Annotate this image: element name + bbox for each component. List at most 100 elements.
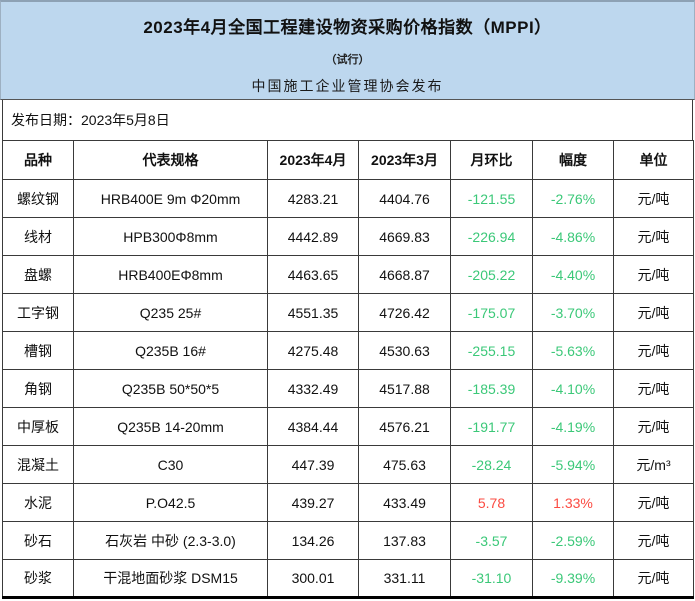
cell-apr-value: 300.01 — [267, 559, 359, 598]
report-header: 2023年4月全国工程建设物资采购价格指数（MPPI） （试行） 中国施工企业管… — [0, 0, 695, 100]
cell-spec: P.O42.5 — [73, 483, 268, 522]
table-row: 水泥 P.O42.5 439.27 433.49 5.78 1.33% 元/吨 — [2, 483, 694, 522]
table-row: 砂石 石灰岩 中砂 (2.3-3.0) 134.26 137.83 -3.57 … — [2, 521, 694, 560]
cell-variety: 混凝土 — [2, 445, 74, 484]
cell-variety: 水泥 — [2, 483, 74, 522]
col-header-unit: 单位 — [613, 140, 694, 180]
cell-variety: 槽钢 — [2, 331, 74, 370]
col-header-pct: 幅度 — [532, 140, 614, 180]
cell-mom-change: -175.07 — [450, 293, 533, 332]
cell-spec: Q235B 14-20mm — [73, 407, 268, 446]
cell-unit: 元/吨 — [613, 559, 694, 598]
cell-unit: 元/吨 — [613, 521, 694, 560]
cell-mar-value: 4669.83 — [358, 217, 451, 256]
publish-date: 发布日期：2023年5月8日 — [2, 100, 693, 140]
table-body: 螺纹钢 HRB400E 9m Φ20mm 4283.21 4404.76 -12… — [2, 179, 694, 598]
cell-spec: HRB400E 9m Φ20mm — [73, 179, 268, 218]
cell-unit: 元/吨 — [613, 217, 694, 256]
col-header-mom: 月环比 — [450, 140, 533, 180]
cell-apr-value: 4463.65 — [267, 255, 359, 294]
cell-mar-value: 475.63 — [358, 445, 451, 484]
cell-pct-change: -2.59% — [532, 521, 614, 560]
cell-mom-change: -28.24 — [450, 445, 533, 484]
cell-spec: Q235B 50*50*5 — [73, 369, 268, 408]
cell-variety: 盘螺 — [2, 255, 74, 294]
table-row: 螺纹钢 HRB400E 9m Φ20mm 4283.21 4404.76 -12… — [2, 179, 694, 218]
cell-mom-change: -205.22 — [450, 255, 533, 294]
page-title: 2023年4月全国工程建设物资采购价格指数（MPPI） — [143, 18, 552, 37]
cell-spec: HPB300Φ8mm — [73, 217, 268, 256]
cell-mom-change: -185.39 — [450, 369, 533, 408]
cell-apr-value: 4442.89 — [267, 217, 359, 256]
cell-variety: 砂浆 — [2, 559, 74, 598]
table-row: 角钢 Q235B 50*50*5 4332.49 4517.88 -185.39… — [2, 369, 694, 408]
cell-mar-value: 433.49 — [358, 483, 451, 522]
cell-variety: 砂石 — [2, 521, 74, 560]
cell-unit: 元/吨 — [613, 483, 694, 522]
cell-pct-change: -2.76% — [532, 179, 614, 218]
cell-mar-value: 4517.88 — [358, 369, 451, 408]
cell-mar-value: 331.11 — [358, 559, 451, 598]
cell-pct-change: -4.10% — [532, 369, 614, 408]
col-header-mar: 2023年3月 — [358, 140, 451, 180]
cell-pct-change: 1.33% — [532, 483, 614, 522]
col-header-spec: 代表规格 — [73, 140, 268, 180]
cell-pct-change: -5.63% — [532, 331, 614, 370]
cell-mar-value: 4726.42 — [358, 293, 451, 332]
cell-mom-change: -255.15 — [450, 331, 533, 370]
table-header-row: 品种 代表规格 2023年4月 2023年3月 月环比 幅度 单位 — [2, 140, 694, 180]
cell-pct-change: -9.39% — [532, 559, 614, 598]
cell-spec: HRB400EΦ8mm — [73, 255, 268, 294]
cell-pct-change: -4.86% — [532, 217, 614, 256]
cell-mom-change: -31.10 — [450, 559, 533, 598]
cell-pct-change: -4.19% — [532, 407, 614, 446]
cell-spec: C30 — [73, 445, 268, 484]
cell-unit: 元/吨 — [613, 293, 694, 332]
table-row: 砂浆 干混地面砂浆 DSM15 300.01 331.11 -31.10 -9.… — [2, 559, 694, 598]
table-row: 线材 HPB300Φ8mm 4442.89 4669.83 -226.94 -4… — [2, 217, 694, 256]
cell-spec: 干混地面砂浆 DSM15 — [73, 559, 268, 598]
cell-mar-value: 137.83 — [358, 521, 451, 560]
cell-unit: 元/m³ — [613, 445, 694, 484]
cell-spec: 石灰岩 中砂 (2.3-3.0) — [73, 521, 268, 560]
cell-mar-value: 4668.87 — [358, 255, 451, 294]
cell-apr-value: 439.27 — [267, 483, 359, 522]
table-row: 中厚板 Q235B 14-20mm 4384.44 4576.21 -191.7… — [2, 407, 694, 446]
cell-apr-value: 4332.49 — [267, 369, 359, 408]
table-row: 槽钢 Q235B 16# 4275.48 4530.63 -255.15 -5.… — [2, 331, 694, 370]
cell-spec: Q235 25# — [73, 293, 268, 332]
cell-variety: 线材 — [2, 217, 74, 256]
cell-apr-value: 4384.44 — [267, 407, 359, 446]
cell-apr-value: 447.39 — [267, 445, 359, 484]
cell-apr-value: 4275.48 — [267, 331, 359, 370]
cell-mar-value: 4576.21 — [358, 407, 451, 446]
cell-apr-value: 4551.35 — [267, 293, 359, 332]
cell-apr-value: 134.26 — [267, 521, 359, 560]
table-row: 盘螺 HRB400EΦ8mm 4463.65 4668.87 -205.22 -… — [2, 255, 694, 294]
cell-apr-value: 4283.21 — [267, 179, 359, 218]
col-header-variety: 品种 — [2, 140, 74, 180]
cell-variety: 中厚板 — [2, 407, 74, 446]
cell-mom-change: -191.77 — [450, 407, 533, 446]
cell-unit: 元/吨 — [613, 255, 694, 294]
cell-variety: 角钢 — [2, 369, 74, 408]
cell-unit: 元/吨 — [613, 369, 694, 408]
cell-unit: 元/吨 — [613, 407, 694, 446]
cell-mar-value: 4530.63 — [358, 331, 451, 370]
table-row: 工字钢 Q235 25# 4551.35 4726.42 -175.07 -3.… — [2, 293, 694, 332]
cell-mom-change: -121.55 — [450, 179, 533, 218]
cell-unit: 元/吨 — [613, 179, 694, 218]
cell-mom-change: -3.57 — [450, 521, 533, 560]
cell-variety: 工字钢 — [2, 293, 74, 332]
table-row: 混凝土 C30 447.39 475.63 -28.24 -5.94% 元/m³ — [2, 445, 694, 484]
price-index-table: 品种 代表规格 2023年4月 2023年3月 月环比 幅度 单位 螺纹钢 HR… — [2, 140, 694, 599]
cell-unit: 元/吨 — [613, 331, 694, 370]
col-header-apr: 2023年4月 — [267, 140, 359, 180]
cell-mom-change: 5.78 — [450, 483, 533, 522]
publisher-label: 中国施工企业管理协会发布 — [251, 80, 444, 95]
cell-mar-value: 4404.76 — [358, 179, 451, 218]
cell-mom-change: -226.94 — [450, 217, 533, 256]
cell-pct-change: -5.94% — [532, 445, 614, 484]
price-index-table-wrap: 品种 代表规格 2023年4月 2023年3月 月环比 幅度 单位 螺纹钢 HR… — [2, 140, 694, 599]
